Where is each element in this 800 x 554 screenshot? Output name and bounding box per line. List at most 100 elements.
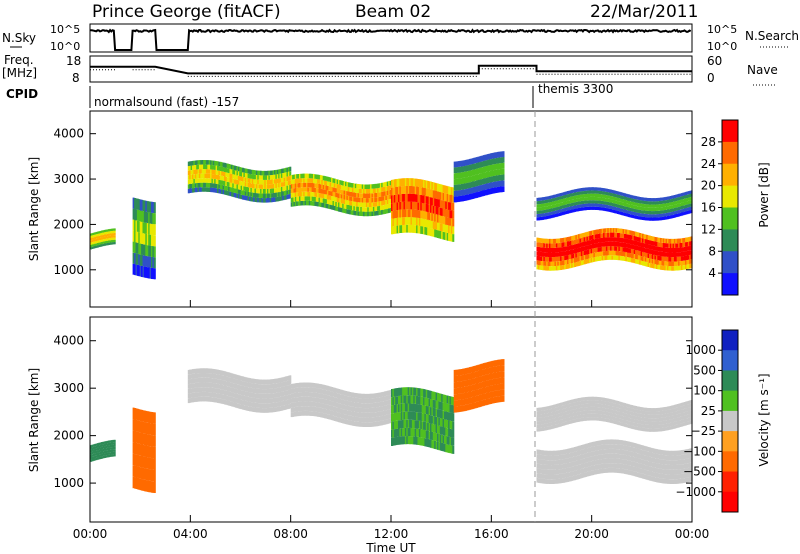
velocity-cell [215, 369, 218, 375]
velocity-cell [235, 398, 238, 403]
velocity-cell [386, 390, 389, 396]
velocity-cell [293, 388, 296, 393]
velocity-cell [372, 407, 375, 413]
velocity-cell [274, 388, 276, 393]
power-cell [94, 245, 97, 249]
velocity-cell [364, 398, 367, 404]
power-cell [368, 207, 371, 212]
power-cell [275, 169, 278, 175]
power-cell [282, 191, 285, 196]
power-cell [624, 212, 626, 216]
power-cell [212, 169, 215, 175]
velocity-cell [138, 420, 141, 433]
power-cell [649, 262, 651, 268]
power-cell [299, 192, 301, 197]
velocity-cell [342, 395, 345, 400]
power-cell [593, 200, 596, 204]
velocity-cell [151, 481, 153, 493]
power-cell [420, 195, 423, 203]
power-cell [193, 187, 196, 193]
velocity-cell [363, 393, 366, 399]
power-cell [187, 188, 190, 194]
power-cell [236, 180, 239, 185]
power-cell [347, 191, 350, 196]
velocity-cell [358, 393, 361, 399]
velocity-cell [192, 392, 194, 398]
velocity-cell [149, 457, 152, 470]
power-cell [560, 209, 563, 213]
power-cell [536, 197, 539, 202]
velocity-cell [364, 393, 367, 399]
velocity-cell [255, 398, 258, 403]
power-cell [203, 160, 206, 165]
power-cell [271, 193, 274, 198]
power-cell [398, 202, 400, 210]
power-cell [496, 181, 499, 187]
power-cell [633, 208, 636, 212]
power-cell [547, 215, 550, 219]
power-cell [579, 247, 582, 252]
velocity-cell [193, 368, 196, 374]
power-cell [557, 209, 560, 214]
power-cell [610, 241, 613, 247]
velocity-cell [326, 390, 329, 396]
power-cell [651, 236, 654, 241]
velocity-cell [310, 387, 313, 393]
velocity-cell [215, 388, 218, 394]
freq-tick-top: 18 [66, 54, 81, 68]
power-cell [275, 174, 278, 179]
velocity-cell [430, 431, 432, 440]
velocity-cell [289, 380, 292, 385]
power-cell [686, 246, 689, 251]
velocity-cell [370, 412, 373, 418]
power-cell [425, 211, 428, 220]
power-cell [148, 212, 151, 224]
velocity-cell [340, 394, 343, 400]
velocity-cell [358, 407, 361, 413]
power-cell [360, 184, 363, 189]
power-cell [289, 171, 292, 176]
velocity-cell [239, 389, 242, 395]
velocity-cell [237, 389, 240, 395]
power-cell [396, 202, 399, 210]
power-cell [410, 186, 413, 194]
power-cell [99, 230, 102, 234]
velocity-cell [235, 374, 238, 380]
power-cell [628, 213, 631, 218]
power-cell [675, 214, 678, 218]
power-cell [297, 192, 300, 197]
power-cell [642, 233, 644, 239]
velocity-cell [205, 373, 208, 378]
power-cell [561, 208, 564, 212]
power-cell [678, 206, 681, 210]
velocity-cell [368, 403, 371, 408]
power-cell [400, 178, 403, 187]
power-cell [278, 187, 281, 193]
power-cell [560, 260, 563, 266]
velocity-cell [430, 390, 432, 399]
velocity-cell [283, 381, 286, 387]
power-cell [610, 205, 613, 209]
power-cell [466, 165, 469, 172]
power-cell [669, 208, 672, 213]
power-cell [618, 195, 621, 199]
power-cell [655, 201, 658, 205]
power-cell [575, 189, 578, 193]
power-cell [594, 248, 597, 253]
velocity-cell [379, 411, 382, 417]
power-cell [235, 179, 238, 185]
power-cell [324, 180, 327, 186]
velocity-cell [338, 403, 340, 408]
power-cell [391, 211, 393, 219]
power-cell [561, 260, 564, 266]
velocity-cell [301, 387, 304, 392]
velocity-cell [403, 395, 406, 404]
velocity-cell [435, 416, 438, 425]
power-cell [99, 237, 102, 240]
power-cell [636, 259, 639, 264]
velocity-cell [232, 392, 235, 398]
velocity-cell [388, 395, 391, 400]
velocity-cell [198, 377, 201, 383]
power-cell [644, 234, 647, 240]
velocity-cell [265, 384, 268, 390]
